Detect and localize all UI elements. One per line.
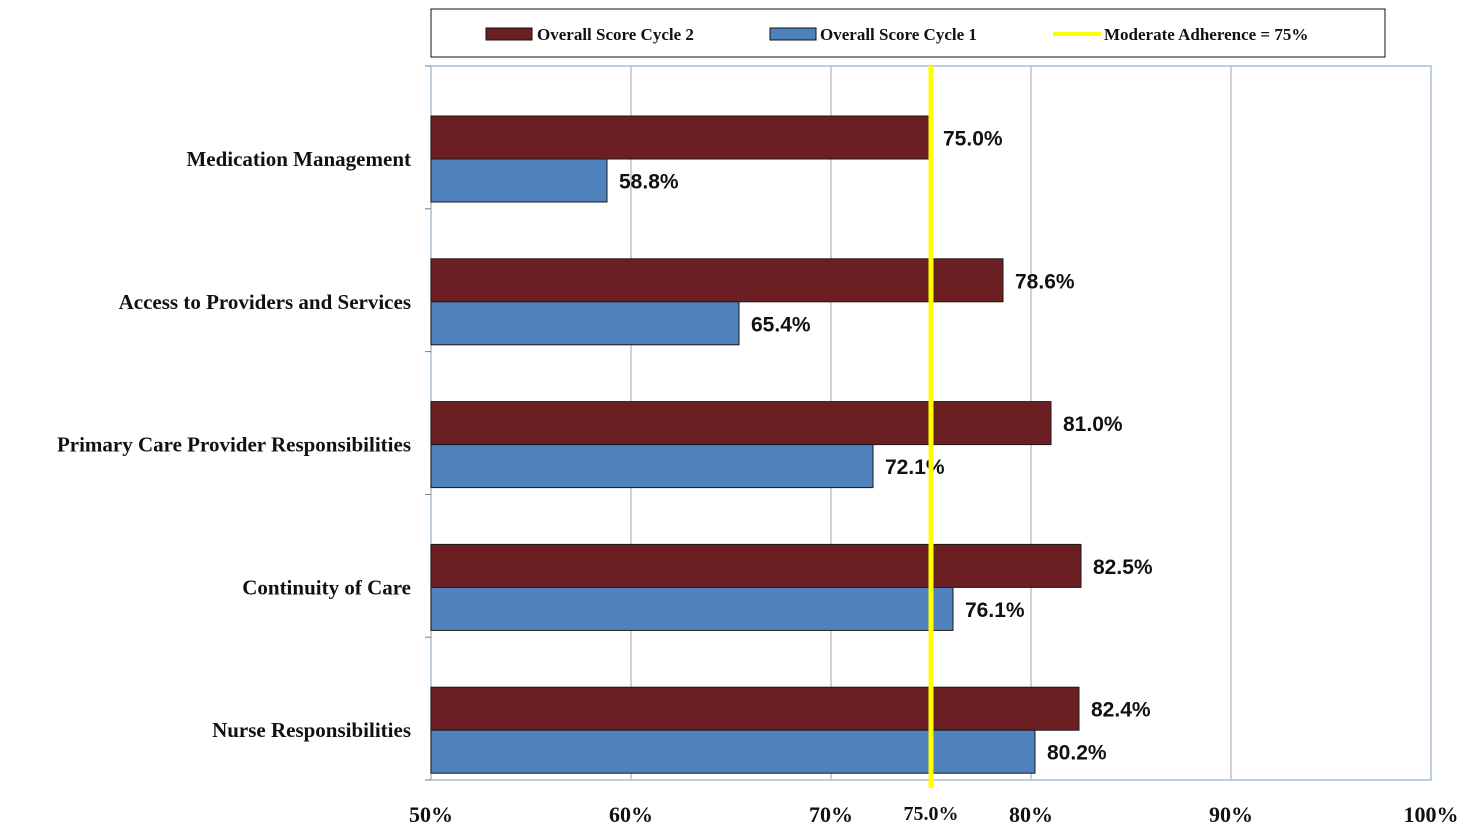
bar	[430, 543, 1082, 588]
x-tick-label: 60%	[609, 802, 653, 825]
x-tick-label: 90%	[1209, 802, 1253, 825]
legend: Overall Score Cycle 2 Overall Score Cycle…	[430, 8, 1386, 58]
data-label: 58.8%	[619, 171, 679, 194]
category-label: Access to Providers and Services	[119, 290, 411, 314]
bar	[430, 686, 1080, 731]
bars: 75.0% 58.8% 78.6% 65.4% 81.0% 72.1% 82.5% 76.1%…	[430, 115, 1153, 774]
category-label: Continuity of Care	[242, 575, 411, 599]
legend-swatch	[769, 27, 817, 41]
reference-tick-label: 75.0%	[904, 803, 959, 825]
axes: Medication Management Access to Providers…	[57, 65, 1459, 825]
legend-label: Overall Score Cycle 2	[537, 25, 694, 44]
bar	[430, 301, 740, 346]
x-tick-label: 50%	[409, 802, 453, 825]
bar	[430, 158, 608, 203]
data-label: 65.4%	[751, 313, 811, 336]
bar	[430, 444, 874, 489]
bar	[430, 115, 932, 160]
category-label: Primary Care Provider Responsibilities	[57, 433, 411, 457]
data-label: 72.1%	[885, 456, 945, 479]
data-label: 82.4%	[1091, 699, 1151, 722]
category-label: Nurse Responsibilities	[212, 718, 411, 742]
legend-swatch	[485, 27, 533, 41]
bar	[430, 401, 1052, 446]
x-tick-label: 80%	[1009, 802, 1053, 825]
data-label: 82.5%	[1093, 556, 1153, 579]
data-label: 75.0%	[943, 128, 1003, 151]
x-tick-label: 70%	[809, 802, 853, 825]
category-label: Medication Management	[186, 147, 411, 171]
bar	[430, 586, 954, 631]
reference-line-group: 75.0%	[904, 66, 959, 825]
legend-box	[430, 8, 1386, 58]
x-tick-label: 100%	[1404, 802, 1459, 825]
bar	[430, 258, 1004, 303]
data-label: 78.6%	[1015, 270, 1075, 293]
legend-label: Overall Score Cycle 1	[820, 25, 977, 44]
data-label: 81.0%	[1063, 413, 1123, 436]
bar	[430, 729, 1036, 774]
data-label: 80.2%	[1047, 742, 1107, 765]
legend-label: Moderate Adherence = 75%	[1104, 25, 1308, 44]
data-label: 76.1%	[965, 599, 1025, 622]
